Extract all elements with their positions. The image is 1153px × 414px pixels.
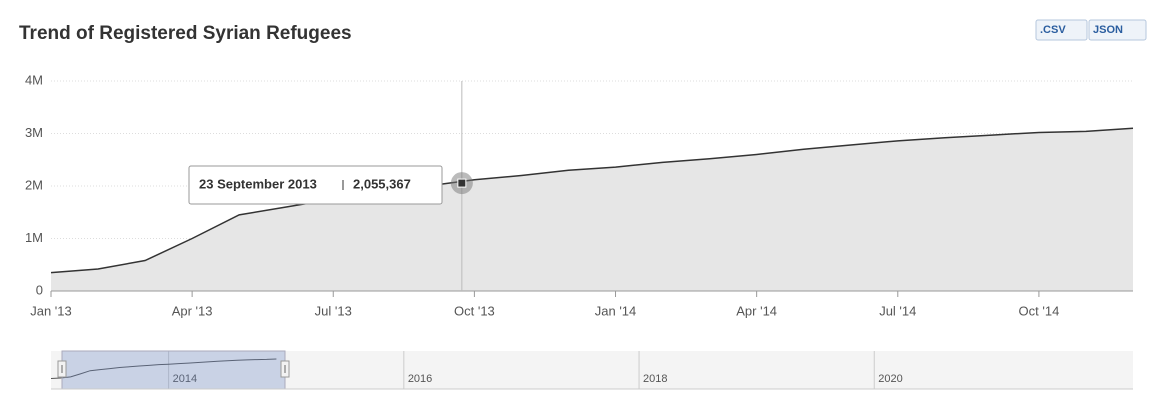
x-tick-label: Oct '13 [454,303,495,318]
csv-button[interactable] [1035,19,1088,41]
json-button-label[interactable]: JSON [1093,24,1123,36]
csv-button-label[interactable]: .CSV [1040,24,1066,36]
navigator-background [51,351,1133,389]
tooltip-value: 2,055,367 [353,176,411,191]
navigator-tick-label: 2014 [173,373,197,385]
chart-title: Trend of Registered Syrian Refugees [19,23,352,44]
x-tick-label: Jan '13 [30,303,72,318]
json-button[interactable] [1088,19,1147,41]
y-tick-label: 3M [25,125,43,140]
x-tick-label: Apr '14 [736,303,777,318]
y-tick-label: 0 [36,282,43,297]
line [50,127,1134,274]
navigator-selection[interactable] [61,350,286,390]
navigator-tick-label: 2018 [643,373,667,385]
navigator-line [50,358,277,380]
navigator-tick-label: 2020 [878,373,902,385]
x-tick-label: Oct '14 [1019,303,1060,318]
y-tick-label: 1M [25,230,43,245]
tooltip-box [188,165,443,205]
tooltip-marker [457,178,467,188]
y-tick-label: 2M [25,177,43,192]
navigator-tick-label: 2016 [408,373,432,385]
x-tick-label: Jul '14 [879,303,916,318]
x-tick-label: Apr '13 [172,303,213,318]
x-tick-label: Jan '14 [595,303,637,318]
y-tick-label: 4M [25,72,43,87]
tooltip-date: 23 September 2013 [199,176,317,191]
x-tick-label: Jul '13 [315,303,352,318]
area [51,128,1133,291]
